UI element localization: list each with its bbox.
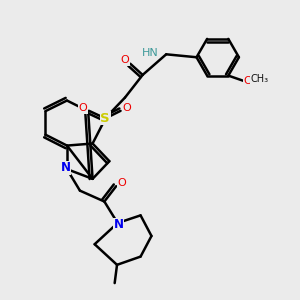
Text: N: N — [113, 218, 124, 231]
Text: CH₃: CH₃ — [251, 74, 269, 84]
Text: S: S — [100, 112, 110, 125]
Text: O: O — [78, 103, 87, 113]
Text: O: O — [118, 178, 126, 188]
Text: N: N — [61, 161, 71, 175]
Text: O: O — [123, 103, 131, 113]
Text: O: O — [121, 55, 129, 65]
Text: O: O — [243, 76, 252, 86]
Text: HN: HN — [142, 47, 159, 58]
